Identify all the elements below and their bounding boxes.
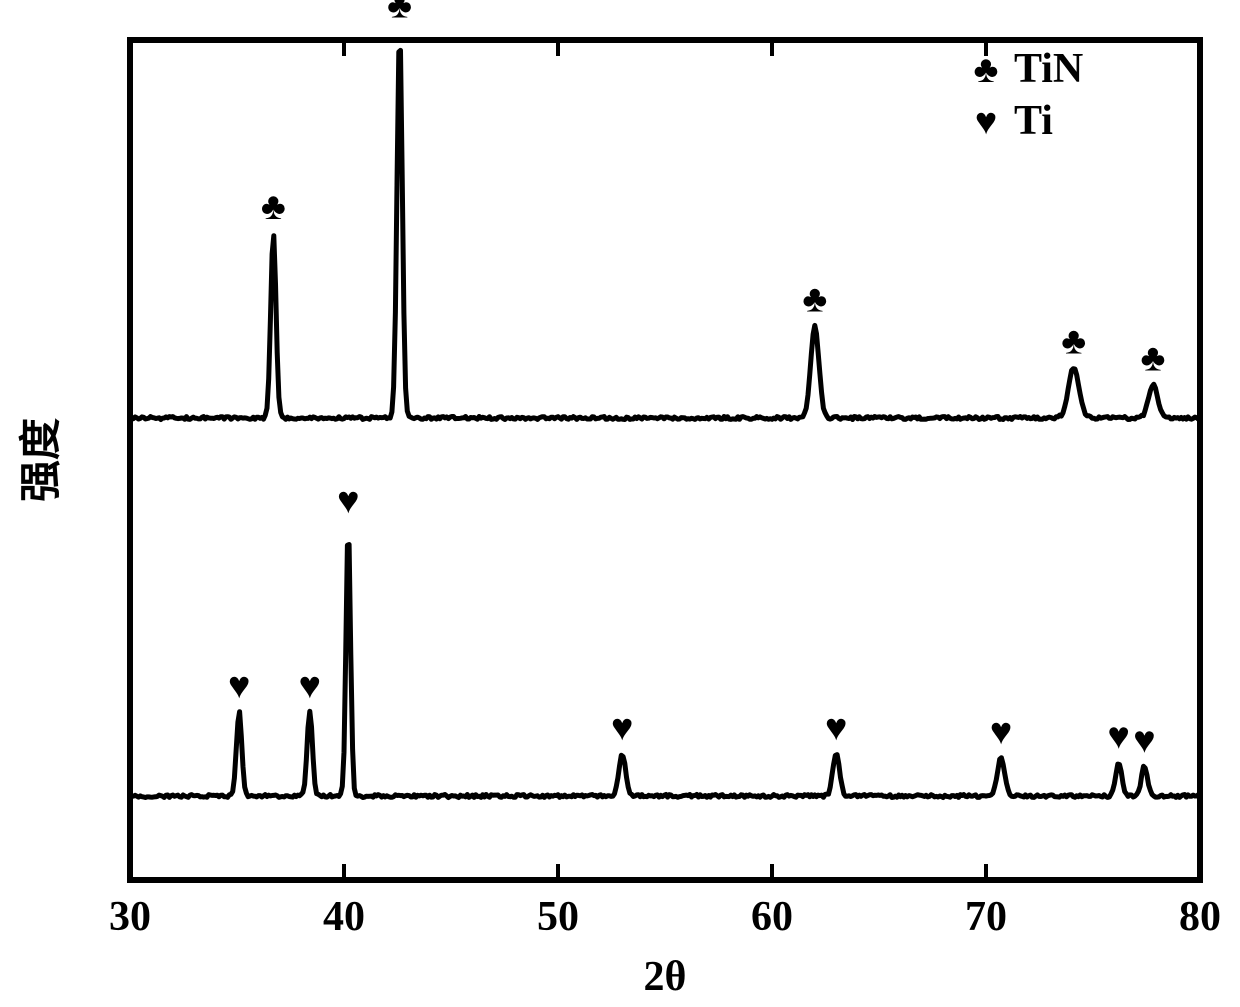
heart-icon: ♥: [611, 707, 634, 749]
club-icon: ♣: [1061, 321, 1086, 363]
xrd-plot: 3040506070802θ强度♣♣♣♣♣♥♥♥♥♥♥♥♥♣TiN♥Ti: [0, 0, 1240, 1007]
y-axis-label: 强度: [18, 418, 65, 502]
x-tick-label: 70: [965, 894, 1007, 940]
club-icon: ♣: [974, 49, 999, 91]
club-icon: ♣: [387, 0, 412, 27]
heart-icon: ♥: [1133, 720, 1156, 762]
x-tick-label: 80: [1179, 894, 1221, 940]
heart-icon: ♥: [298, 665, 321, 707]
xrd-figure: 3040506070802θ强度♣♣♣♣♣♥♥♥♥♥♥♥♥♣TiN♥Ti: [0, 0, 1240, 1007]
plot-background: [0, 0, 1240, 1007]
club-icon: ♣: [1140, 337, 1165, 379]
x-tick-label: 50: [537, 894, 579, 940]
x-tick-label: 30: [109, 894, 151, 940]
heart-icon: ♥: [337, 480, 360, 522]
heart-icon: ♥: [825, 707, 848, 749]
x-tick-label: 40: [323, 894, 365, 940]
heart-icon: ♥: [990, 711, 1013, 753]
heart-icon: ♥: [1107, 715, 1130, 757]
x-tick-label: 60: [751, 894, 793, 940]
heart-icon: ♥: [975, 101, 998, 143]
club-icon: ♣: [802, 279, 827, 321]
x-axis-label: 2θ: [644, 954, 687, 1000]
club-icon: ♣: [261, 186, 286, 228]
legend-label: Ti: [1014, 98, 1053, 144]
legend-label: TiN: [1014, 46, 1083, 92]
heart-icon: ♥: [228, 665, 251, 707]
